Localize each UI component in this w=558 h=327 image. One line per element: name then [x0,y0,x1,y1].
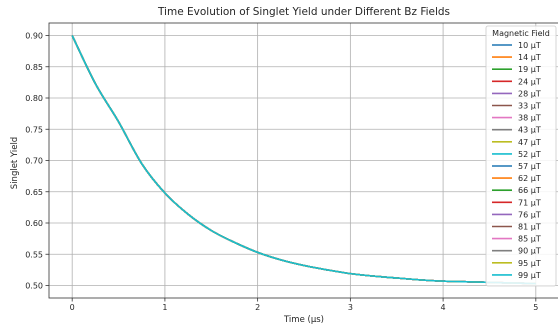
x-tick-label: 1 [162,303,167,312]
legend-label: 43 μT [518,126,541,135]
x-tick-label: 0 [70,303,75,312]
legend-label: 95 μT [518,259,541,268]
series-line [71,35,536,285]
y-tick-label: 0.65 [25,188,43,197]
legend-label: 14 μT [518,53,541,62]
y-tick-label: 0.50 [25,282,43,291]
series-lines [71,35,536,285]
x-tick-label: 5 [533,303,538,312]
legend-label: 57 μT [518,162,541,171]
series-line [71,35,536,285]
legend-label: 81 μT [518,223,541,232]
y-axis-label: Singlet Yield [10,137,20,189]
legend-label: 38 μT [518,114,541,123]
legend-label: 47 μT [518,138,541,147]
legend-label: 71 μT [518,198,541,207]
y-tick-label: 0.60 [25,219,43,228]
legend-label: 52 μT [518,150,541,159]
chart-title: Time Evolution of Singlet Yield under Di… [157,6,450,18]
series-line [71,35,536,285]
x-tick-label: 3 [348,303,353,312]
legend-label: 99 μT [518,271,541,280]
series-line [71,35,536,285]
series-line [71,35,536,285]
series-line [71,35,536,285]
series-line [71,35,536,285]
legend-label: 19 μT [518,65,541,74]
legend-label: 66 μT [518,186,541,195]
series-line [71,35,536,285]
y-tick-label: 0.75 [25,125,43,134]
series-line [71,35,536,285]
legend-box [485,25,557,287]
legend-label: 76 μT [518,210,541,219]
y-tick-label: 0.70 [25,157,43,166]
y-tick-label: 0.90 [25,32,43,41]
legend-label: 33 μT [518,102,541,111]
series-line [71,35,536,285]
plot-frame [48,22,558,299]
series-line [71,35,536,285]
y-tick-label: 0.80 [25,94,43,103]
series-line [71,35,536,285]
axis-ticks: 0 1 2 3 4 5 0.50 0.55 0.60 0.65 0.70 0.75 0.80 0.85 0.… [25,32,538,313]
series-line [71,35,536,285]
series-line [71,35,536,285]
y-tick-label: 0.85 [25,63,43,72]
series-line [71,35,536,285]
legend-label: 28 μT [518,89,541,98]
legend-label: 90 μT [518,247,541,256]
series-line [71,35,536,285]
grid [49,23,558,298]
series-line [71,35,536,285]
legend: Magnetic Field 10 μT 14 μT 19 μT 24 μT 28 μT 3… [485,25,557,287]
legend-label: 85 μT [518,235,541,244]
x-tick-label: 2 [255,303,260,312]
x-axis-label: Time (μs) [283,315,324,325]
legend-label: 24 μT [518,77,541,86]
series-line [71,35,536,285]
x-tick-label: 4 [441,303,446,312]
legend-label: 10 μT [518,41,541,50]
legend-label: 62 μT [518,174,541,183]
legend-title: Magnetic Field [492,29,550,38]
series-line [71,35,536,285]
series-line [71,35,536,285]
y-tick-label: 0.55 [25,250,43,259]
